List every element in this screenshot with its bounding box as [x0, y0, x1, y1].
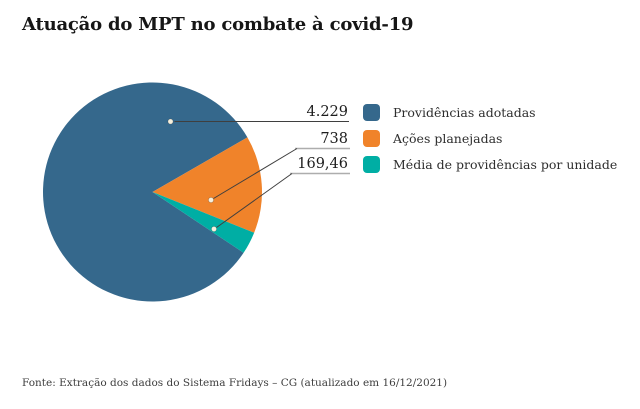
leader-dot-icon: [208, 197, 214, 203]
legend-item: Média de providências por unidade: [363, 156, 617, 173]
pie-slice-1[interactable]: [152, 137, 262, 233]
chart-title: Atuação do MPT no combate à covid-19: [22, 14, 414, 35]
legend-label: Providências adotadas: [393, 105, 536, 120]
leader-line: [216, 173, 293, 228]
legend-swatch-icon: [363, 130, 380, 147]
leader-dot-icon: [167, 118, 174, 125]
value-label: 169,46: [297, 156, 348, 172]
pie-slice-0[interactable]: [43, 82, 248, 302]
legend-item: Ações planejadas: [363, 130, 617, 147]
leader-dot-icon: [211, 226, 217, 232]
legend-swatch-icon: [363, 104, 380, 121]
legend-label: Ações planejadas: [393, 131, 503, 146]
legend-item: Providências adotadas: [363, 104, 617, 121]
legend-swatch-icon: [363, 156, 380, 173]
pie-slice-2[interactable]: [152, 192, 255, 253]
source-note: Fonte: Extração dos dados do Sistema Fri…: [22, 377, 448, 389]
value-label: 4.229: [306, 104, 348, 120]
value-label: 738: [320, 131, 348, 147]
legend: Providências adotadas Ações planejadas M…: [363, 104, 617, 182]
legend-label: Média de providências por unidade: [393, 157, 618, 172]
leader-line: [213, 148, 298, 199]
